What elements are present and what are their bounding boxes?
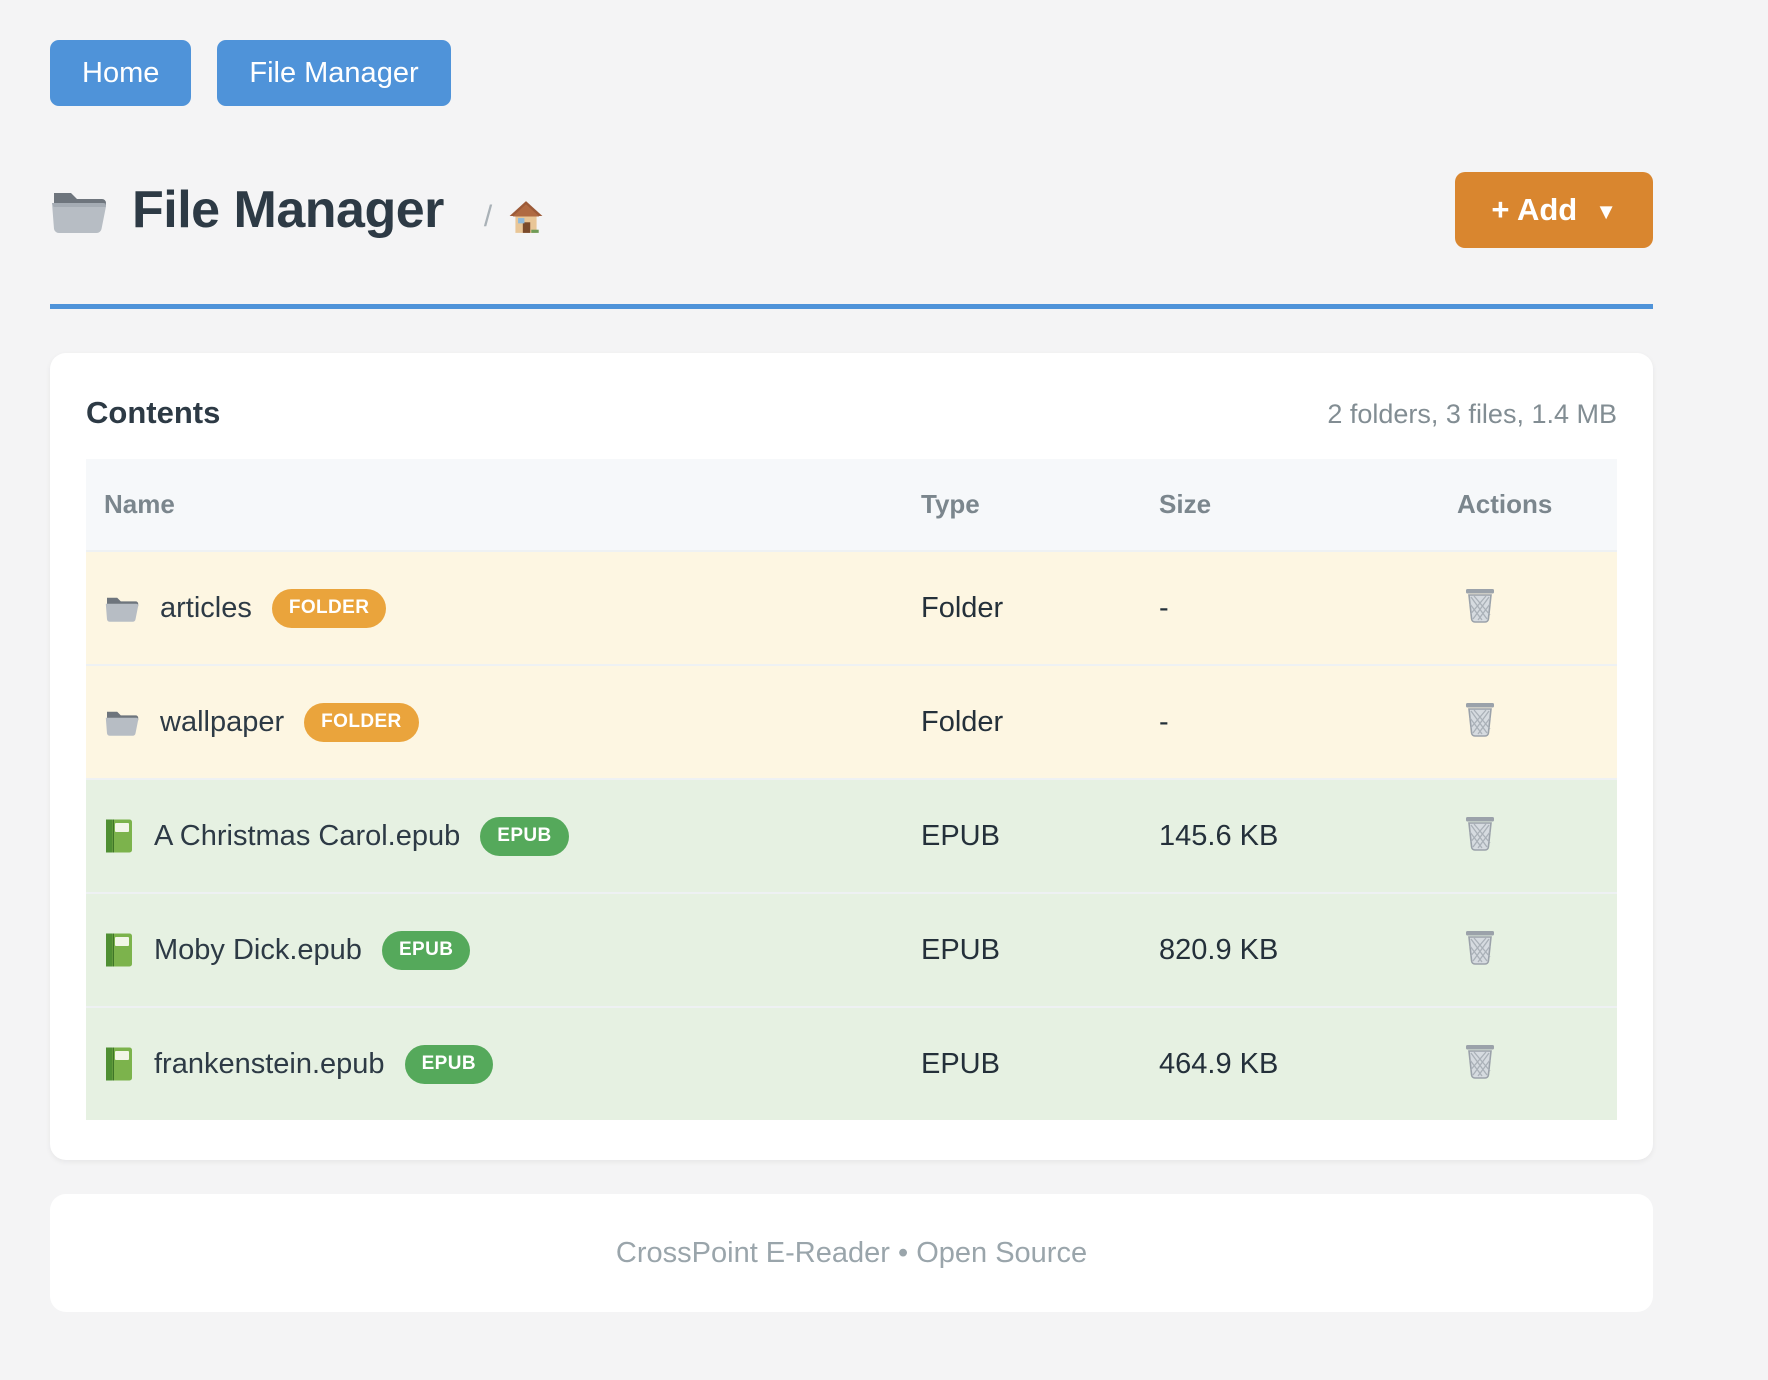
file-size: 820.9 KB <box>1141 892 1439 1007</box>
delete-button[interactable] <box>1463 926 1497 966</box>
trash-icon <box>1463 698 1497 738</box>
trash-icon <box>1463 812 1497 852</box>
file-type: Folder <box>903 664 1141 779</box>
file-table: Name Type Size Actions <box>86 459 1617 1120</box>
add-button-label: + Add <box>1491 192 1578 227</box>
column-header-type: Type <box>903 459 1141 551</box>
breadcrumb: / <box>484 200 544 234</box>
page-title: File Manager <box>132 181 444 239</box>
trash-icon <box>1463 1040 1497 1080</box>
top-nav: Home File Manager <box>50 40 1653 106</box>
file-name[interactable]: frankenstein.epub <box>154 1047 385 1080</box>
book-icon <box>104 818 134 854</box>
header-divider <box>50 304 1653 309</box>
trash-icon <box>1463 584 1497 624</box>
delete-button[interactable] <box>1463 584 1497 624</box>
table-row-articles[interactable]: articles FOLDER Folder - <box>86 550 1617 665</box>
file-type: Folder <box>903 550 1141 665</box>
table-row-frankenstein[interactable]: frankenstein.epub EPUB EPUB 464.9 KB <box>86 1006 1617 1120</box>
column-header-size: Size <box>1141 459 1439 551</box>
table-row-moby-dick[interactable]: Moby Dick.epub EPUB EPUB 820.9 KB <box>86 892 1617 1007</box>
title-group: File Manager / <box>50 180 544 240</box>
book-icon <box>104 1046 134 1082</box>
file-size: 145.6 KB <box>1141 778 1439 893</box>
home-icon[interactable] <box>508 200 544 234</box>
footer-text: CrossPoint E-Reader • Open Source <box>615 1236 1088 1269</box>
file-type: EPUB <box>903 892 1141 1007</box>
file-size: - <box>1141 550 1439 665</box>
table-row-wallpaper[interactable]: wallpaper FOLDER Folder - <box>86 664 1617 779</box>
book-icon <box>104 932 134 968</box>
delete-button[interactable] <box>1463 812 1497 852</box>
folder-icon <box>104 593 140 623</box>
nav-home-button[interactable]: Home <box>50 40 192 106</box>
contents-title: Contents <box>86 395 221 430</box>
file-type: EPUB <box>903 778 1141 893</box>
table-row-christmas-carol[interactable]: A Christmas Carol.epub EPUB EPUB 145.6 K… <box>86 778 1617 893</box>
folder-icon <box>104 707 140 737</box>
type-badge: FOLDER <box>271 588 387 628</box>
file-size: 464.9 KB <box>1141 1006 1439 1120</box>
nav-file-manager-button[interactable]: File Manager <box>217 40 451 106</box>
folder-icon <box>50 185 108 235</box>
delete-button[interactable] <box>1463 1040 1497 1080</box>
file-size: - <box>1141 664 1439 779</box>
delete-button[interactable] <box>1463 698 1497 738</box>
file-name[interactable]: A Christmas Carol.epub <box>154 819 461 852</box>
type-badge: EPUB <box>480 816 569 856</box>
type-badge: EPUB <box>381 930 471 970</box>
trash-icon <box>1463 926 1497 966</box>
add-button[interactable]: + Add ▼ <box>1455 172 1653 248</box>
column-header-name: Name <box>86 459 903 551</box>
chevron-down-icon: ▼ <box>1595 199 1617 224</box>
column-header-actions: Actions <box>1439 459 1617 551</box>
page-header: File Manager / + Add ▼ <box>50 172 1653 248</box>
file-name[interactable]: Moby Dick.epub <box>154 933 362 966</box>
contents-summary: 2 folders, 3 files, 1.4 MB <box>1327 399 1617 429</box>
page-container: Home File Manager File Manager / <box>50 0 1653 1312</box>
file-type: EPUB <box>903 1006 1141 1120</box>
type-badge: EPUB <box>404 1044 493 1084</box>
file-table-header: Name Type Size Actions <box>86 459 1617 551</box>
footer: CrossPoint E-Reader • Open Source <box>50 1194 1653 1312</box>
contents-card-header: Contents 2 folders, 3 files, 1.4 MB <box>86 389 1617 459</box>
contents-card: Contents 2 folders, 3 files, 1.4 MB Name… <box>50 353 1653 1160</box>
type-badge: FOLDER <box>304 702 419 742</box>
file-name[interactable]: articles <box>160 591 252 624</box>
breadcrumb-separator: / <box>483 200 493 233</box>
file-name[interactable]: wallpaper <box>160 705 285 738</box>
